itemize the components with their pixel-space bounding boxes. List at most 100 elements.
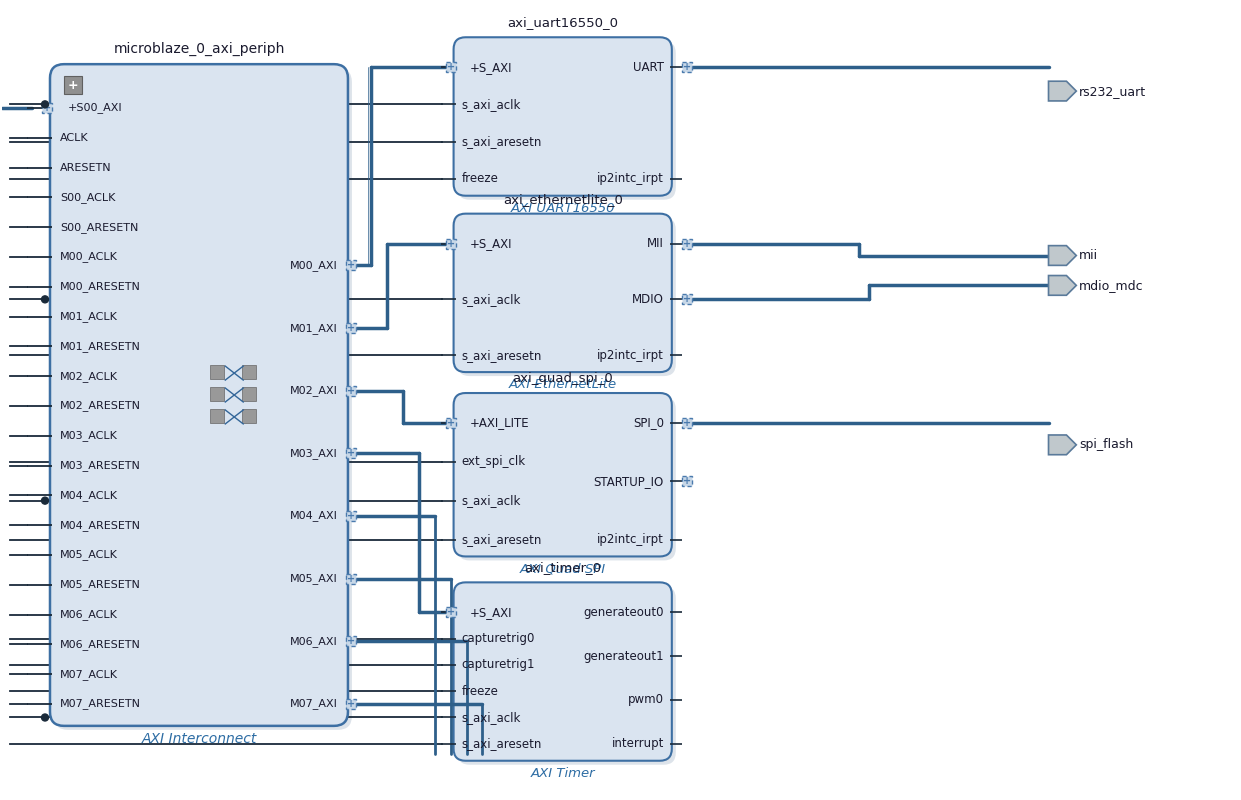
Text: s_axi_aclk: s_axi_aclk bbox=[462, 98, 521, 111]
Text: ip2intc_irpt: ip2intc_irpt bbox=[597, 349, 664, 362]
FancyBboxPatch shape bbox=[453, 393, 671, 557]
Text: +: + bbox=[683, 476, 691, 486]
Bar bbox=[681, 476, 691, 486]
Text: M06_AXI: M06_AXI bbox=[290, 636, 338, 646]
Text: +: + bbox=[447, 418, 454, 428]
Bar bbox=[346, 574, 356, 584]
Text: +: + bbox=[683, 238, 691, 249]
Text: +: + bbox=[683, 418, 691, 428]
FancyBboxPatch shape bbox=[458, 586, 676, 765]
Text: +S_AXI: +S_AXI bbox=[469, 237, 513, 250]
Text: MDIO: MDIO bbox=[632, 293, 664, 306]
Text: M05_ARESETN: M05_ARESETN bbox=[60, 579, 140, 590]
Text: AXI UART16550: AXI UART16550 bbox=[510, 202, 616, 214]
FancyBboxPatch shape bbox=[458, 397, 676, 561]
Text: ext_spi_clk: ext_spi_clk bbox=[462, 455, 526, 468]
Text: microblaze_0_axi_periph: microblaze_0_axi_periph bbox=[113, 42, 284, 56]
Text: +: + bbox=[347, 323, 355, 333]
Text: M01_AXI: M01_AXI bbox=[290, 322, 338, 334]
Text: capturetrig1: capturetrig1 bbox=[462, 658, 535, 671]
Polygon shape bbox=[1049, 82, 1076, 101]
Text: M04_ARESETN: M04_ARESETN bbox=[60, 520, 141, 530]
Bar bbox=[210, 409, 225, 423]
Bar bbox=[681, 62, 691, 72]
Text: M04_AXI: M04_AXI bbox=[290, 510, 338, 522]
Text: S00_ACLK: S00_ACLK bbox=[60, 192, 115, 203]
Bar bbox=[346, 511, 356, 521]
FancyBboxPatch shape bbox=[53, 68, 352, 730]
Text: s_axi_aresetn: s_axi_aresetn bbox=[462, 533, 542, 546]
Text: +S_AXI: +S_AXI bbox=[469, 61, 513, 74]
Text: M00_ARESETN: M00_ARESETN bbox=[60, 282, 140, 292]
Bar bbox=[681, 418, 691, 428]
Bar bbox=[65, 76, 82, 94]
Text: M02_ACLK: M02_ACLK bbox=[60, 370, 118, 382]
Text: pwm0: pwm0 bbox=[628, 694, 664, 706]
Circle shape bbox=[41, 714, 48, 721]
Text: axi_ethernetlite_0: axi_ethernetlite_0 bbox=[503, 193, 623, 206]
Text: +: + bbox=[43, 103, 51, 113]
Bar bbox=[42, 103, 52, 113]
Text: freeze: freeze bbox=[462, 685, 499, 698]
Text: M05_AXI: M05_AXI bbox=[290, 574, 338, 584]
Text: +: + bbox=[683, 294, 691, 304]
Text: +: + bbox=[347, 636, 355, 646]
Polygon shape bbox=[1049, 435, 1076, 454]
Bar bbox=[446, 62, 455, 72]
Text: freeze: freeze bbox=[462, 172, 499, 186]
Text: S00_ARESETN: S00_ARESETN bbox=[60, 222, 138, 233]
Text: SPI_0: SPI_0 bbox=[633, 417, 664, 430]
Text: ACLK: ACLK bbox=[60, 133, 88, 143]
Bar bbox=[210, 387, 225, 401]
Text: STARTUP_IO: STARTUP_IO bbox=[593, 474, 664, 488]
Text: mdio_mdc: mdio_mdc bbox=[1078, 279, 1144, 292]
Text: AXI Timer: AXI Timer bbox=[530, 766, 594, 780]
Text: +S00_AXI: +S00_AXI bbox=[68, 102, 123, 114]
Bar bbox=[242, 409, 256, 423]
Text: +: + bbox=[447, 607, 454, 618]
Bar bbox=[346, 449, 356, 458]
Text: M06_ARESETN: M06_ARESETN bbox=[60, 639, 140, 650]
FancyBboxPatch shape bbox=[458, 42, 676, 200]
Text: s_axi_aresetn: s_axi_aresetn bbox=[462, 738, 542, 750]
Text: M07_ARESETN: M07_ARESETN bbox=[60, 698, 141, 710]
Text: M03_AXI: M03_AXI bbox=[290, 448, 338, 459]
FancyBboxPatch shape bbox=[453, 214, 671, 372]
Text: +AXI_LITE: +AXI_LITE bbox=[469, 417, 529, 430]
Bar bbox=[346, 636, 356, 646]
Polygon shape bbox=[1049, 275, 1076, 295]
Bar bbox=[446, 418, 455, 428]
Bar bbox=[446, 238, 455, 249]
Text: spi_flash: spi_flash bbox=[1078, 438, 1133, 451]
Text: rs232_uart: rs232_uart bbox=[1078, 85, 1147, 98]
Text: +: + bbox=[447, 238, 454, 249]
Circle shape bbox=[41, 497, 48, 504]
Text: +: + bbox=[347, 511, 355, 521]
Text: +: + bbox=[347, 448, 355, 458]
Polygon shape bbox=[1049, 246, 1076, 266]
Text: mii: mii bbox=[1078, 249, 1098, 262]
Text: MII: MII bbox=[647, 237, 664, 250]
Text: capturetrig0: capturetrig0 bbox=[462, 632, 535, 645]
Circle shape bbox=[41, 101, 48, 108]
Text: +: + bbox=[347, 699, 355, 709]
Bar bbox=[681, 238, 691, 249]
Bar bbox=[346, 323, 356, 333]
Text: M01_ARESETN: M01_ARESETN bbox=[60, 341, 140, 352]
Text: M03_ARESETN: M03_ARESETN bbox=[60, 460, 140, 471]
Text: generateout0: generateout0 bbox=[583, 606, 664, 618]
Text: s_axi_aresetn: s_axi_aresetn bbox=[462, 349, 542, 362]
Bar bbox=[210, 365, 225, 379]
FancyBboxPatch shape bbox=[458, 218, 676, 376]
Text: M00_ACLK: M00_ACLK bbox=[60, 251, 118, 262]
Bar bbox=[446, 607, 455, 618]
Bar bbox=[242, 387, 256, 401]
Text: M06_ACLK: M06_ACLK bbox=[60, 609, 118, 620]
Text: M02_ARESETN: M02_ARESETN bbox=[60, 401, 141, 411]
Text: s_axi_aclk: s_axi_aclk bbox=[462, 711, 521, 724]
Text: interrupt: interrupt bbox=[612, 738, 664, 750]
Text: axi_quad_spi_0: axi_quad_spi_0 bbox=[513, 372, 613, 385]
Bar bbox=[242, 365, 256, 379]
Text: M03_ACLK: M03_ACLK bbox=[60, 430, 118, 442]
Circle shape bbox=[41, 296, 48, 303]
